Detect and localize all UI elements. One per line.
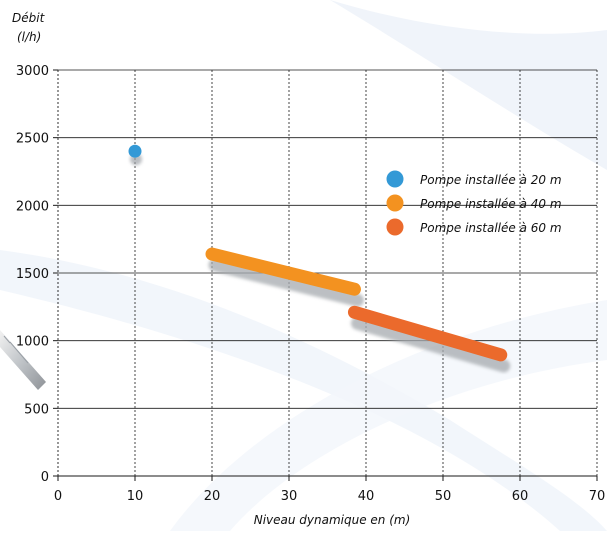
- axes: 0 500 1000 1500 2000 2500 3000 0 10 20 30 40 50 60 70: [16, 64, 605, 504]
- y-tick-label-1500: 1500: [16, 267, 49, 282]
- x-tick-label-60: 60: [512, 489, 529, 504]
- y-tick-label-1000: 1000: [16, 335, 49, 350]
- legend-item-2: Pompe installée à 40 m: [386, 194, 562, 212]
- y-tick-label-2500: 2500: [16, 132, 49, 147]
- y-axis-title-line1: Débit: [12, 11, 46, 25]
- y-axis-title-line2: (l/h): [17, 30, 41, 44]
- series-3-line: [347, 305, 508, 362]
- legend-item-3: Pompe installée à 60 m: [386, 218, 562, 236]
- y-tick-label-2000: 2000: [16, 199, 49, 214]
- legend-item-1: Pompe installée à 20 m: [386, 170, 562, 188]
- series-3: [347, 305, 511, 373]
- legend-marker-2: [386, 194, 404, 212]
- series-1-point: [128, 144, 142, 158]
- x-tick-label-20: 20: [204, 489, 221, 504]
- x-tick-label-30: 30: [281, 489, 298, 504]
- legend-marker-3: [386, 218, 404, 236]
- series-1: [128, 144, 142, 166]
- decorative-rod-threads: [3, 335, 29, 364]
- x-tick-label-70: 70: [589, 489, 606, 504]
- background-swoosh-middle: [0, 250, 607, 531]
- x-tick-label-0: 0: [54, 489, 62, 504]
- x-tick-label-50: 50: [435, 489, 452, 504]
- decorative-rod-body: [0, 330, 46, 390]
- background-swoosh-top: [330, 0, 607, 170]
- x-axis-title: Niveau dynamique en (m): [254, 513, 411, 527]
- decorative-rod: [0, 330, 46, 390]
- y-tick-label-500: 500: [24, 402, 49, 417]
- legend: Pompe installée à 20 m Pompe installée à …: [386, 170, 562, 236]
- y-tick-label-3000: 3000: [16, 64, 49, 79]
- legend-label-3: Pompe installée à 60 m: [420, 221, 562, 235]
- y-tick-label-0: 0: [41, 470, 49, 485]
- data-series: [128, 144, 511, 373]
- x-tick-label-40: 40: [358, 489, 375, 504]
- legend-label-1: Pompe installée à 20 m: [420, 173, 562, 187]
- series-2-line: [205, 247, 361, 296]
- grid: [58, 69, 598, 476]
- x-tick-label-10: 10: [127, 489, 144, 504]
- legend-marker-1: [386, 170, 404, 188]
- series-2-line-shadow: [208, 258, 364, 307]
- series-3-line-shadow: [350, 316, 511, 373]
- series-2: [205, 247, 364, 307]
- legend-label-2: Pompe installée à 40 m: [420, 197, 562, 211]
